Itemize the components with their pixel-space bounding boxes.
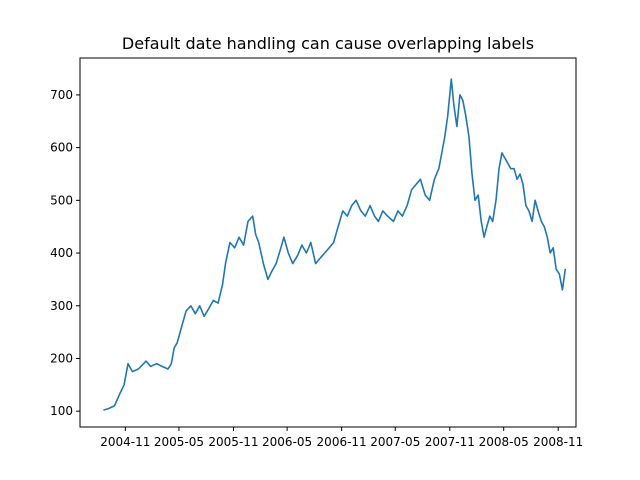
x-tick-label: 2006-05 [262, 435, 312, 449]
x-tick-label: 2005-05 [154, 435, 204, 449]
plot-frame [79, 57, 577, 428]
x-tick-label: 2008-11 [533, 435, 583, 449]
x-axis: 2004-11 2005-05 2005-11 2006-05 2006-11 2007-… [100, 427, 583, 449]
y-tick-label: 100 [50, 404, 73, 418]
y-tick-label: 400 [50, 246, 73, 260]
x-tick-label: 2004-11 [100, 435, 150, 449]
x-tick-label: 2007-05 [370, 435, 420, 449]
y-tick-label: 600 [50, 141, 73, 155]
x-tick-label: 2008-05 [479, 435, 529, 449]
y-axis: 100 200 300 400 500 600 700 [50, 88, 80, 418]
chart-title: Default date handling can cause overlapp… [122, 34, 534, 53]
x-tick-label: 2007-11 [425, 435, 475, 449]
x-tick-label: 2006-11 [317, 435, 367, 449]
x-tick-label: 2005-11 [208, 435, 258, 449]
y-tick-label: 700 [50, 88, 73, 102]
y-tick-label: 200 [50, 351, 73, 365]
series-line [103, 78, 567, 411]
y-tick-label: 500 [50, 193, 73, 207]
y-tick-label: 300 [50, 299, 73, 313]
